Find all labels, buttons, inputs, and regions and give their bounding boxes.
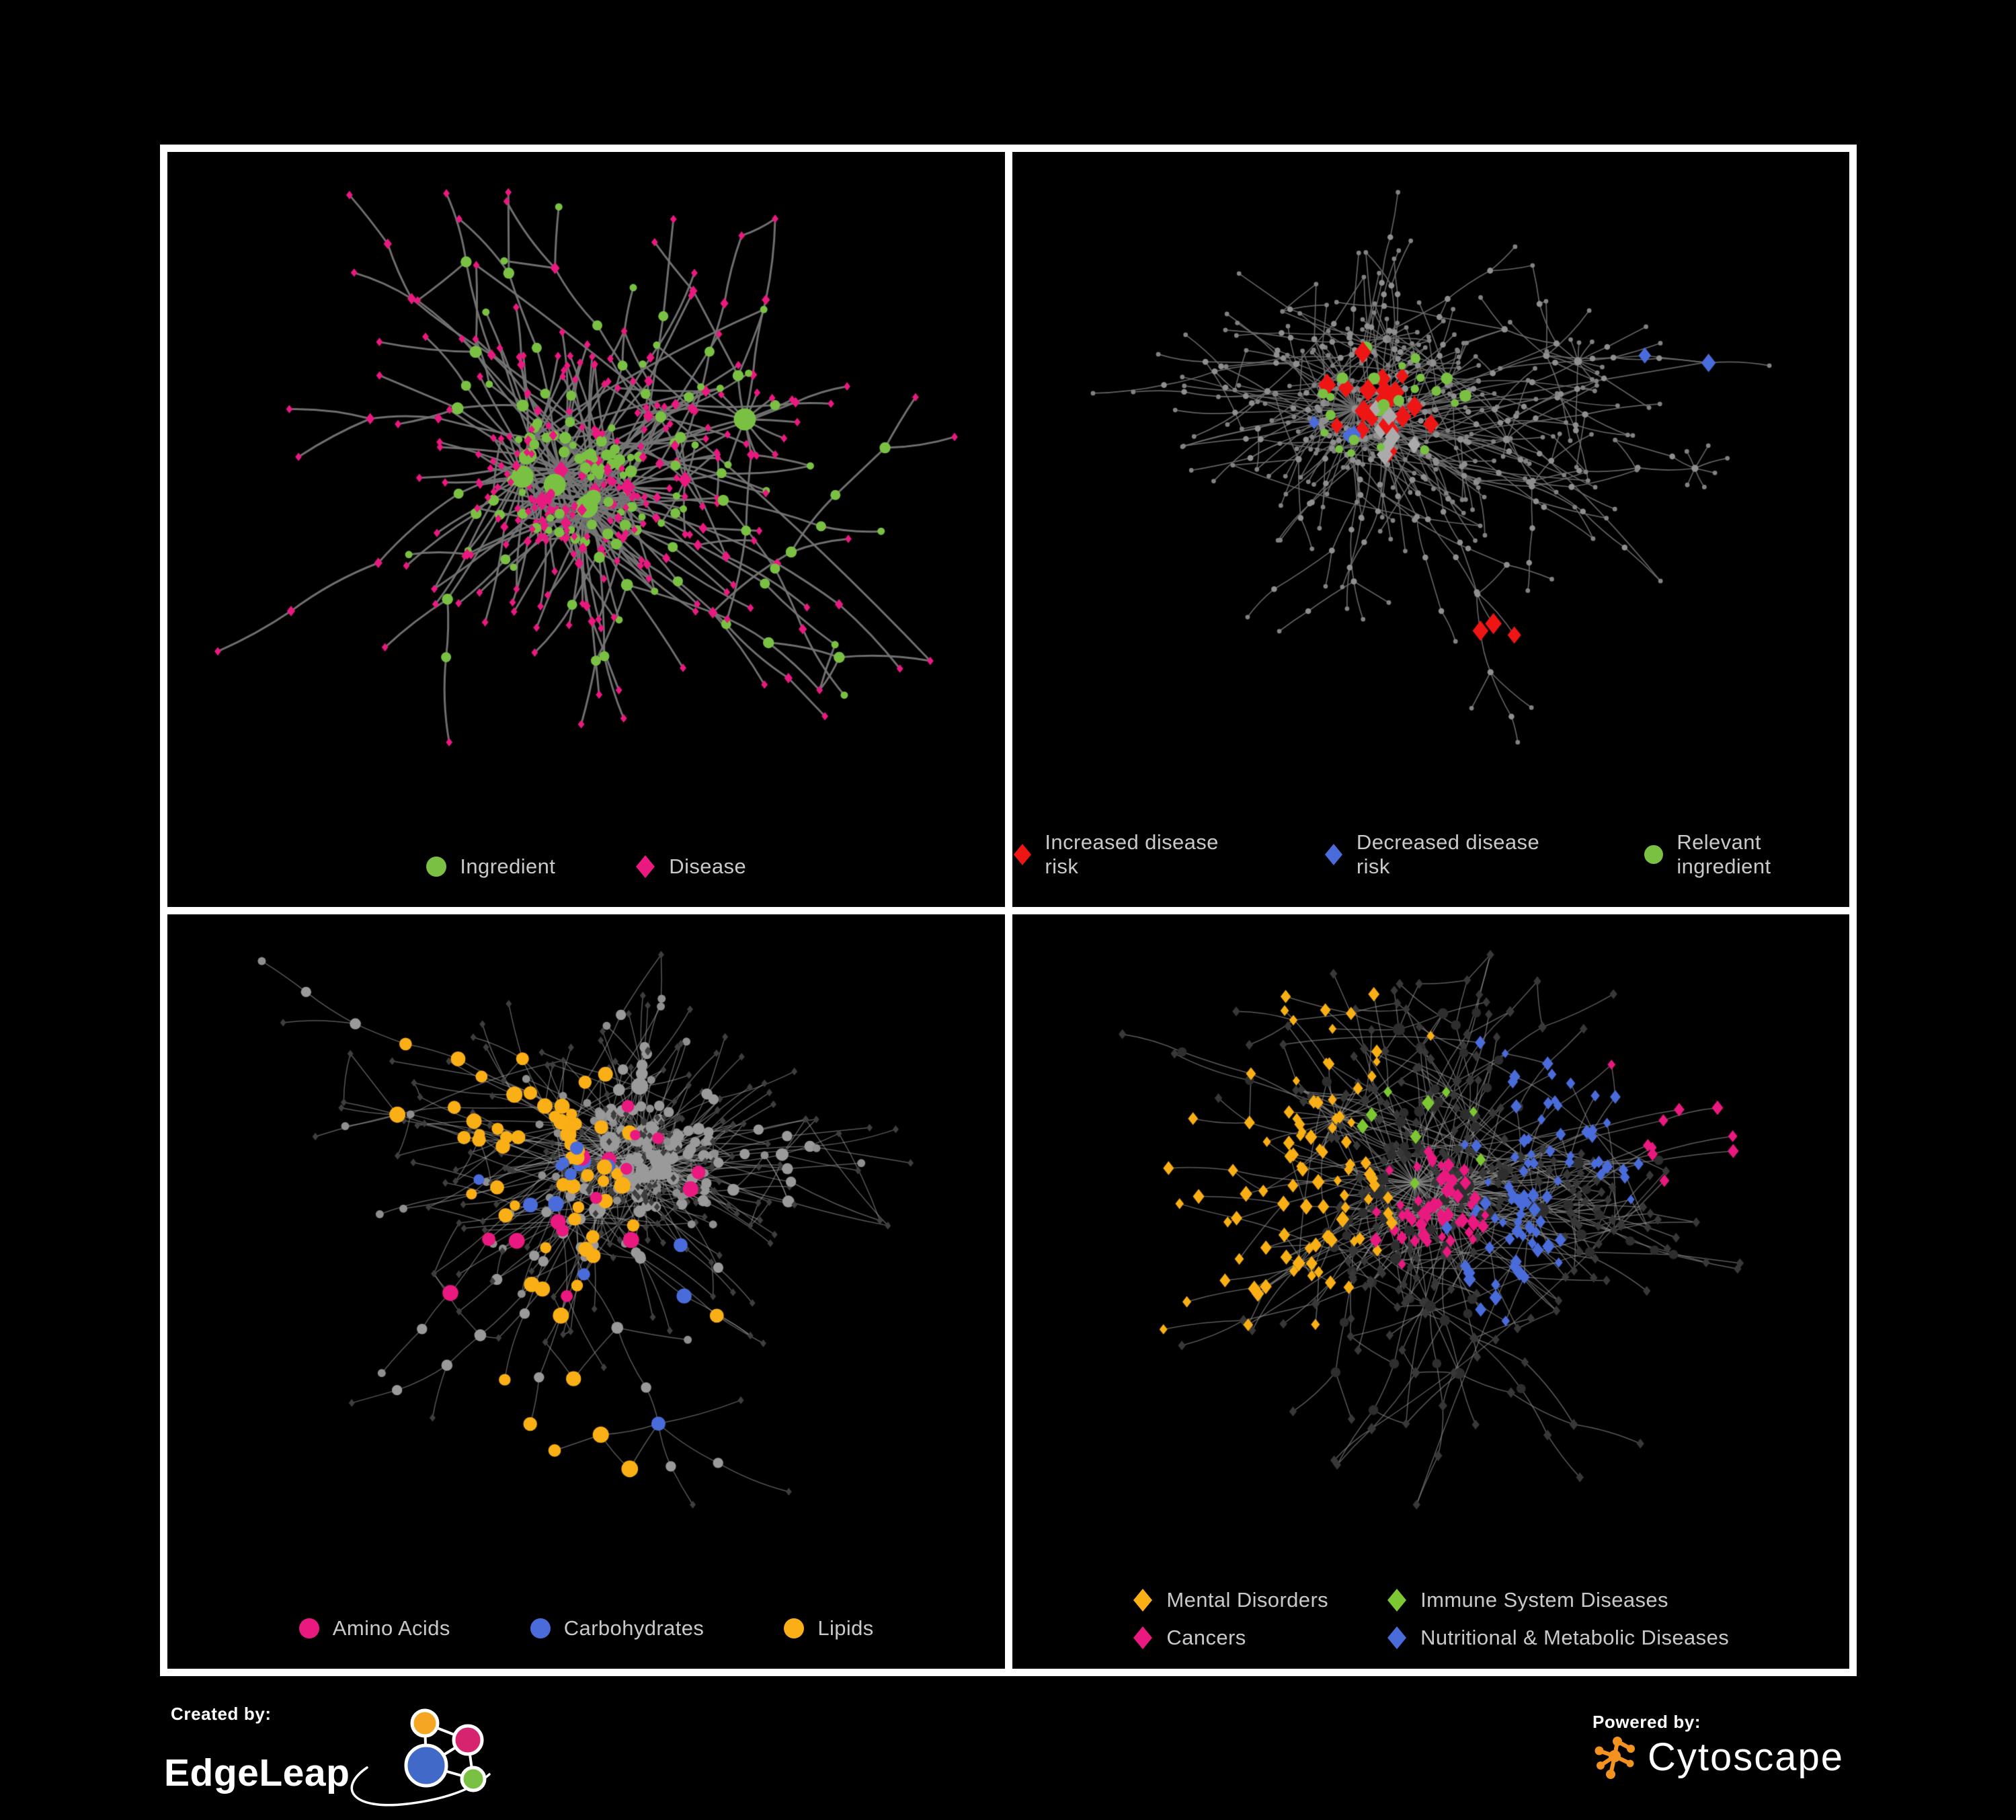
panel-disease-risk-network: Increased disease risk Decreased disease …: [1012, 152, 1849, 907]
edgeleap-logo-icon: [351, 1708, 491, 1807]
network-canvas-disease-category: [1012, 914, 1849, 1669]
network-canvas-ingredient-disease: [167, 152, 1005, 907]
panel-disease-category-network: Mental Disorders Immune System Diseases Ca…: [1012, 914, 1849, 1669]
edgeleap-branding: Created by: EdgeLeap: [164, 1704, 515, 1819]
edgeleap-wordmark: EdgeLeap: [164, 1751, 350, 1794]
powered-by-label: Powered by:: [1592, 1712, 1701, 1732]
panel-nutrient-class-network: Amino Acids Carbohydrates Lipids: [167, 914, 1005, 1669]
network-canvas-nutrient-class: [167, 914, 1005, 1669]
cytoscape-wordmark: Cytoscape: [1647, 1735, 1844, 1779]
panel-ingredient-disease-network: Ingredient Disease: [167, 152, 1005, 907]
cytoscape-logo-icon: [1595, 1737, 1635, 1779]
network-canvas-disease-risk: [1012, 152, 1849, 907]
cytoscape-branding: Powered by: Cytoscape: [1592, 1712, 1844, 1780]
created-by-label: Created by:: [171, 1704, 272, 1724]
figure-grid: Ingredient Disease Increased disease risk…: [160, 145, 1857, 1676]
